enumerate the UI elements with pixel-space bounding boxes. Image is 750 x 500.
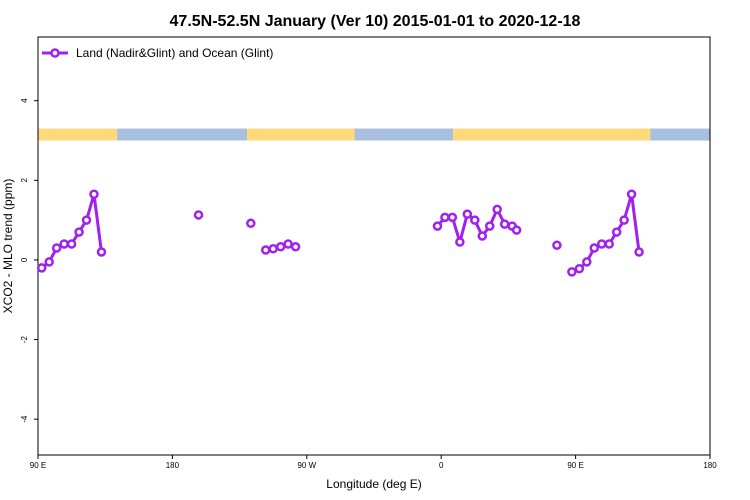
x-tick-label: 0 [439, 461, 444, 470]
x-axis-label: Longitude (deg E) [326, 477, 421, 491]
data-point [246, 218, 256, 229]
data-point [604, 239, 614, 249]
data-point [589, 243, 600, 253]
data-point [66, 239, 77, 249]
data-point [567, 267, 577, 277]
data-point [51, 243, 62, 253]
y-axis-label: XCO2 - MLO trend (ppm) [1, 179, 15, 314]
plot-frame [37, 36, 711, 456]
x-tick-label: 180 [703, 461, 717, 470]
band-region-land [453, 128, 651, 141]
data-point [470, 215, 480, 225]
band-region-land [247, 128, 355, 141]
x-axis-ticks: 90 E 180 90 W 0 90 E 180 [30, 455, 717, 470]
data-point [511, 225, 522, 235]
x-tick-label: 90 E [567, 461, 583, 470]
band-region-ocean [354, 128, 454, 141]
legend-point-marker [50, 48, 60, 58]
x-tick-label: 180 [166, 461, 180, 470]
data-point [268, 244, 278, 254]
data-point [74, 227, 84, 237]
data-point [44, 257, 54, 267]
data-point [96, 247, 107, 257]
y-tick-label: -2 [20, 335, 29, 343]
data-point [552, 240, 562, 250]
data-point [81, 215, 92, 225]
data-point [447, 212, 458, 223]
data-point [484, 221, 495, 231]
data-point [455, 237, 465, 247]
data-point [611, 227, 622, 237]
y-tick-label: 4 [20, 98, 29, 103]
data-point [275, 242, 286, 252]
data-point [582, 257, 592, 267]
legend: Land (Nadir&Glint) and Ocean (Glint) [42, 46, 273, 60]
data-point [477, 231, 488, 241]
legend-entry-label: Land (Nadir&Glint) and Ocean (Glint) [76, 46, 273, 60]
x-tick-label: 90 E [30, 461, 46, 470]
data-point [36, 263, 47, 273]
data-point [432, 221, 443, 231]
data-point [290, 242, 301, 252]
data-point [260, 245, 271, 255]
y-tick-label: 2 [20, 178, 29, 183]
y-tick-label: 0 [20, 257, 29, 262]
surface-type-band [38, 128, 710, 141]
data-point [440, 212, 450, 223]
series-line-segment [571, 192, 641, 274]
chart-title: 47.5N-52.5N January (Ver 10) 2015-01-01 … [170, 13, 581, 30]
band-region-ocean [650, 128, 710, 141]
data-point [283, 239, 293, 249]
data-point [492, 204, 502, 215]
band-region-land [38, 128, 118, 141]
data-point [462, 209, 473, 219]
data-point [634, 247, 644, 257]
data-point [596, 239, 607, 249]
data-point [574, 263, 585, 274]
series-land-nadir-glint-ocean-glint [36, 189, 644, 277]
x-tick-label: 90 W [297, 461, 316, 470]
y-axis-ticks: -4 -2 0 2 4 [20, 98, 38, 423]
y-tick-label: -4 [20, 415, 29, 423]
data-point [59, 239, 69, 249]
data-point [89, 189, 99, 199]
data-point [626, 189, 637, 199]
data-point [619, 215, 629, 225]
series-line-segment [40, 192, 103, 270]
data-point [499, 219, 510, 229]
band-region-ocean [117, 128, 248, 141]
data-point [193, 210, 204, 220]
